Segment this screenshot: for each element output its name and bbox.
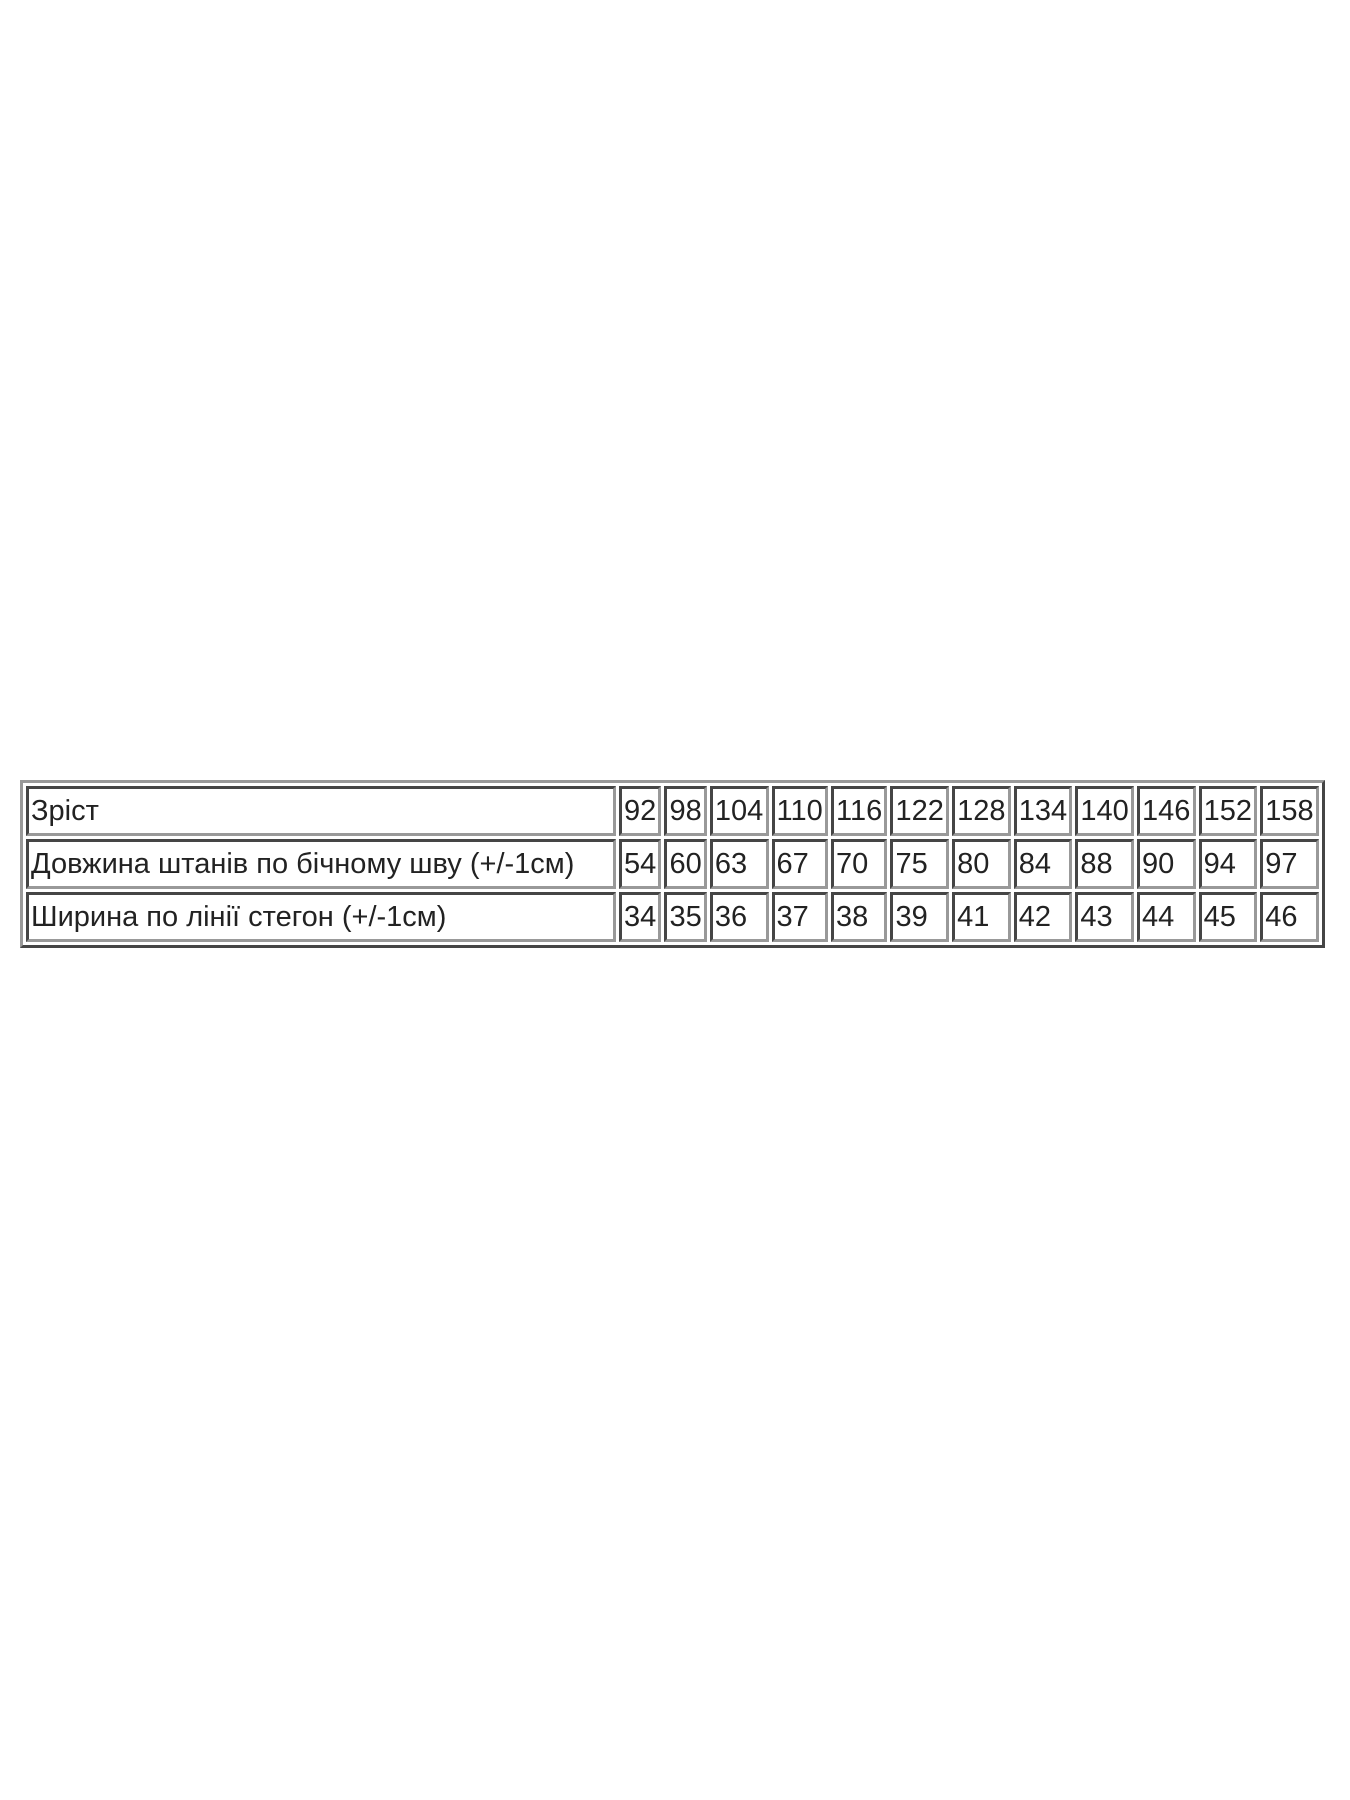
table-cell: 134 — [1013, 786, 1073, 836]
table-cell: 110 — [771, 786, 828, 836]
table-cell: 42 — [1013, 892, 1073, 942]
table-cell: 92 — [619, 786, 662, 836]
row-label: Ширина по лінії стегон (+/-1см) — [26, 892, 616, 942]
table-cell: 41 — [952, 892, 1011, 942]
table-cell: 35 — [664, 892, 707, 942]
table-cell: 38 — [830, 892, 888, 942]
table-cell: 37 — [771, 892, 828, 942]
table-cell: 54 — [619, 839, 662, 889]
row-label: Зріст — [26, 786, 616, 836]
table-cell: 97 — [1260, 839, 1319, 889]
table-cell: 75 — [890, 839, 950, 889]
table-cell: 34 — [619, 892, 662, 942]
size-chart-table: Зріст 92 98 104 110 116 122 128 134 140 146 152 158 Д… — [20, 780, 1325, 948]
table-cell: 60 — [664, 839, 707, 889]
table-cell: 67 — [771, 839, 828, 889]
table-cell: 45 — [1198, 892, 1258, 942]
table-cell: 116 — [830, 786, 888, 836]
table-cell: 43 — [1075, 892, 1135, 942]
table-cell: 88 — [1075, 839, 1135, 889]
table-cell: 140 — [1075, 786, 1135, 836]
table-cell: 122 — [890, 786, 950, 836]
table-cell: 104 — [709, 786, 769, 836]
table-row: Ширина по лінії стегон (+/-1см) 34 35 36 37 3… — [26, 892, 1319, 942]
table-row: Довжина штанів по бічному шву (+/-1см) 54… — [26, 839, 1319, 889]
table-cell: 80 — [952, 839, 1011, 889]
table-cell: 39 — [890, 892, 950, 942]
table-cell: 46 — [1260, 892, 1319, 942]
table-cell: 70 — [830, 839, 888, 889]
table-cell: 44 — [1137, 892, 1196, 942]
table-row: Зріст 92 98 104 110 116 122 128 134 140 146 152 158 — [26, 786, 1319, 836]
table-cell: 63 — [709, 839, 769, 889]
table-cell: 146 — [1137, 786, 1196, 836]
table-cell: 90 — [1137, 839, 1196, 889]
table-cell: 152 — [1198, 786, 1258, 836]
row-label: Довжина штанів по бічному шву (+/-1см) — [26, 839, 616, 889]
table-cell: 84 — [1013, 839, 1073, 889]
table-cell: 94 — [1198, 839, 1258, 889]
table-cell: 36 — [709, 892, 769, 942]
table-cell: 128 — [952, 786, 1011, 836]
table-cell: 158 — [1260, 786, 1319, 836]
table-cell: 98 — [664, 786, 707, 836]
